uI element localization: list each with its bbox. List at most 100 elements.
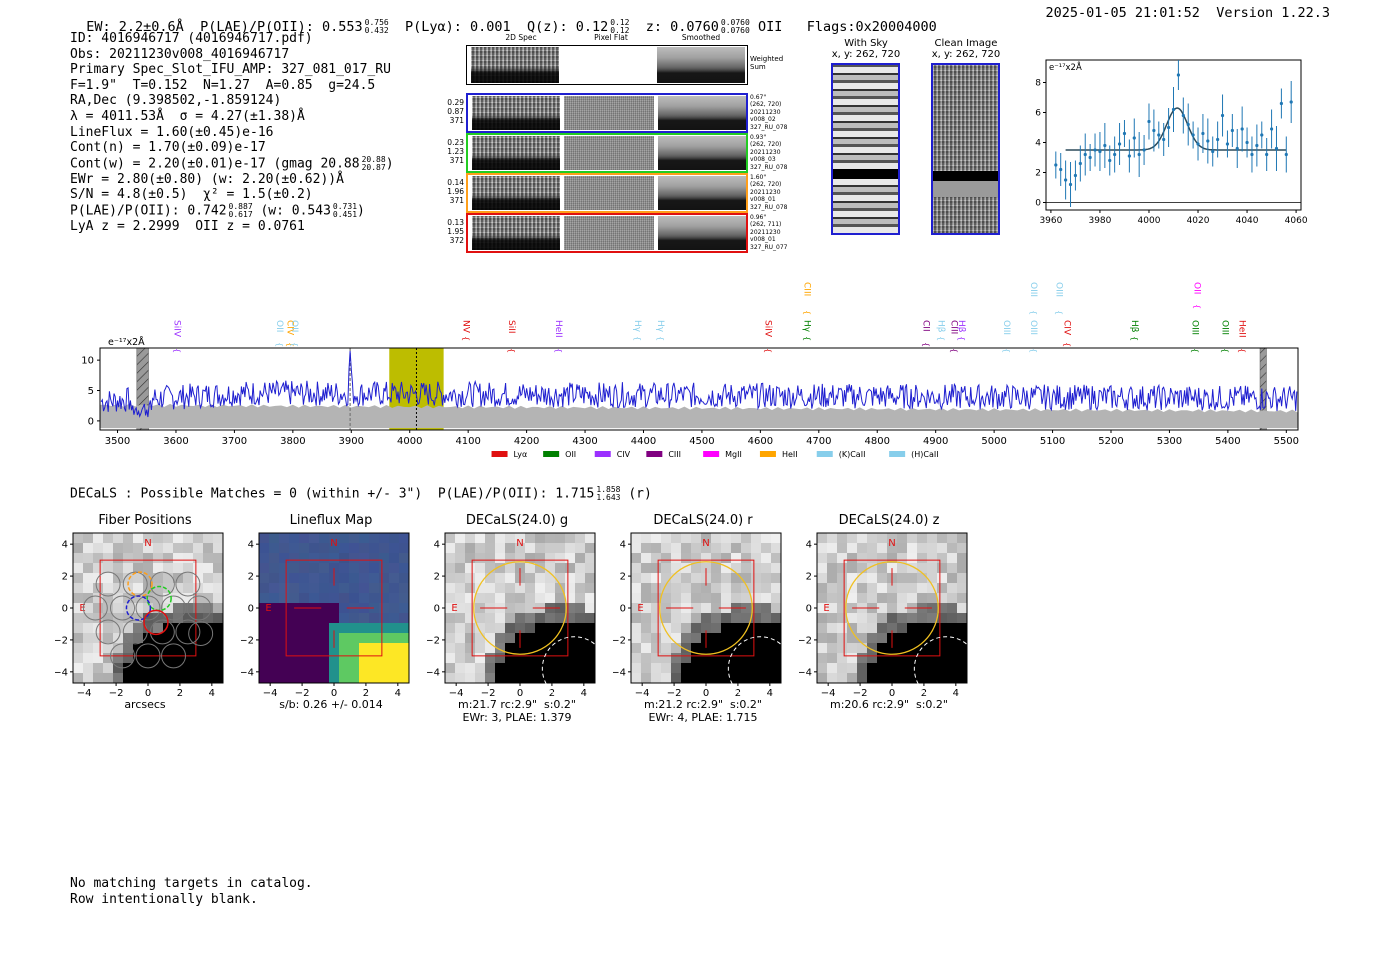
- decals-pixel: [711, 573, 721, 583]
- decals-pixel: [661, 653, 671, 663]
- decals-pixel: [847, 643, 857, 653]
- decals-pixel: [525, 673, 535, 683]
- decals-pixel: [73, 593, 83, 603]
- decals-pixel: [369, 623, 379, 633]
- north-label: N: [702, 538, 709, 549]
- decals-pixel: [837, 583, 847, 593]
- decals-pixel: [907, 653, 917, 663]
- decals-pixel: [93, 623, 103, 633]
- decals-pixel: [163, 673, 173, 683]
- header-right: 2025-01-05 21:01:52 Version 1.22.3: [1046, 5, 1331, 21]
- decals-pixel: [173, 613, 183, 623]
- decals-pixel: [83, 603, 93, 613]
- decals-pixel: [173, 643, 183, 653]
- decals-pixel: [887, 603, 897, 613]
- decals-pixel: [565, 623, 575, 633]
- decals-pixel: [329, 543, 339, 553]
- decals-pixel: [349, 623, 359, 633]
- decals-pixel: [339, 653, 349, 663]
- spectrum-xtick-label: 3900: [339, 436, 364, 447]
- decals-pixel: [213, 543, 223, 553]
- decals-xtick-label: −2: [109, 688, 124, 699]
- decals-pixel: [827, 663, 837, 673]
- emission-line-label: OIII{: [1028, 320, 1038, 353]
- decals-pixel: [289, 533, 299, 543]
- decals-pixel: [937, 543, 947, 553]
- decals-pixel: [937, 603, 947, 613]
- decals-image: [631, 533, 781, 683]
- decals-ytick-label: 2: [248, 572, 254, 583]
- decals-pixel: [897, 593, 907, 603]
- decals-pixel: [525, 563, 535, 573]
- decals-pixel: [445, 603, 455, 613]
- decals-pixel: [515, 663, 525, 673]
- decals-pixel: [329, 613, 339, 623]
- decals-pixel: [711, 623, 721, 633]
- decals-pixel: [681, 553, 691, 563]
- decals-pixel: [193, 553, 203, 563]
- decals-pixel: [857, 623, 867, 633]
- decals-pixel: [173, 663, 183, 673]
- decals-pixel: [123, 593, 133, 603]
- decals-pixel: [741, 653, 751, 663]
- info-plae-w-hi: 0.731: [332, 202, 358, 212]
- decals-pixel: [535, 673, 545, 683]
- cutout-meta: v008_01: [750, 196, 776, 204]
- decals-pixel: [299, 533, 309, 543]
- cutout-stat: 0.13: [447, 218, 464, 227]
- east-label: E: [265, 603, 271, 614]
- decals-pixel: [761, 663, 771, 673]
- decals-pixel: [897, 623, 907, 633]
- decals-pixel: [641, 543, 651, 553]
- decals-panel-caption: arcsecs: [124, 698, 166, 711]
- decals-pixel: [329, 563, 339, 573]
- emission-line-label: HeII{: [553, 320, 563, 353]
- emission-line-label: SiIV{: [763, 320, 773, 353]
- decals-pixel: [731, 583, 741, 593]
- zoom-point: [1265, 152, 1269, 157]
- decals-pixel: [269, 533, 279, 543]
- header-timestamp: 2025-01-05 21:01:52: [1045, 5, 1200, 21]
- decals-pixel: [721, 533, 731, 543]
- decals-pixel: [389, 603, 399, 613]
- decals-pixel: [329, 653, 339, 663]
- decals-pixel: [847, 593, 857, 603]
- decals-pixel: [289, 633, 299, 643]
- decals-pixel: [565, 593, 575, 603]
- decals-pixel: [279, 653, 289, 663]
- emission-line-label: OII{: [274, 320, 284, 347]
- decals-pixel: [193, 543, 203, 553]
- decals-pixel: [143, 643, 153, 653]
- decals-pixel: [369, 633, 379, 643]
- aperture-circle: [659, 561, 753, 655]
- decals-pixel: [465, 673, 475, 683]
- decals-pixel: [565, 543, 575, 553]
- cutout-stat: 1.96: [447, 187, 464, 196]
- emission-line-bracket: {: [764, 348, 773, 353]
- fiber-circle: [149, 619, 175, 645]
- decals-pixel: [123, 603, 133, 613]
- cutout-stat: 372: [449, 236, 464, 245]
- decals-pixel: [349, 543, 359, 553]
- decals-pixel: [279, 573, 289, 583]
- decals-pixel: [847, 543, 857, 553]
- decals-pixel: [173, 623, 183, 633]
- cutout-meta: 20211230: [750, 108, 781, 116]
- decals-pixel: [203, 573, 213, 583]
- decals-pixel: [827, 643, 837, 653]
- decals-pixel: [475, 623, 485, 633]
- decals-pixel: [937, 613, 947, 623]
- decals-pixel: [309, 543, 319, 553]
- decals-pixel: [455, 633, 465, 643]
- decals-pixel: [721, 613, 731, 623]
- decals-pixel: [585, 633, 595, 643]
- decals-pixel: [309, 593, 319, 603]
- emission-line-label: OIII{: [1001, 320, 1011, 353]
- decals-pixel: [153, 553, 163, 563]
- decals-pixel: [857, 573, 867, 583]
- decals-pixel: [213, 663, 223, 673]
- decals-pixel: [907, 563, 917, 573]
- decals-pixel: [143, 623, 153, 633]
- decals-pixel: [309, 533, 319, 543]
